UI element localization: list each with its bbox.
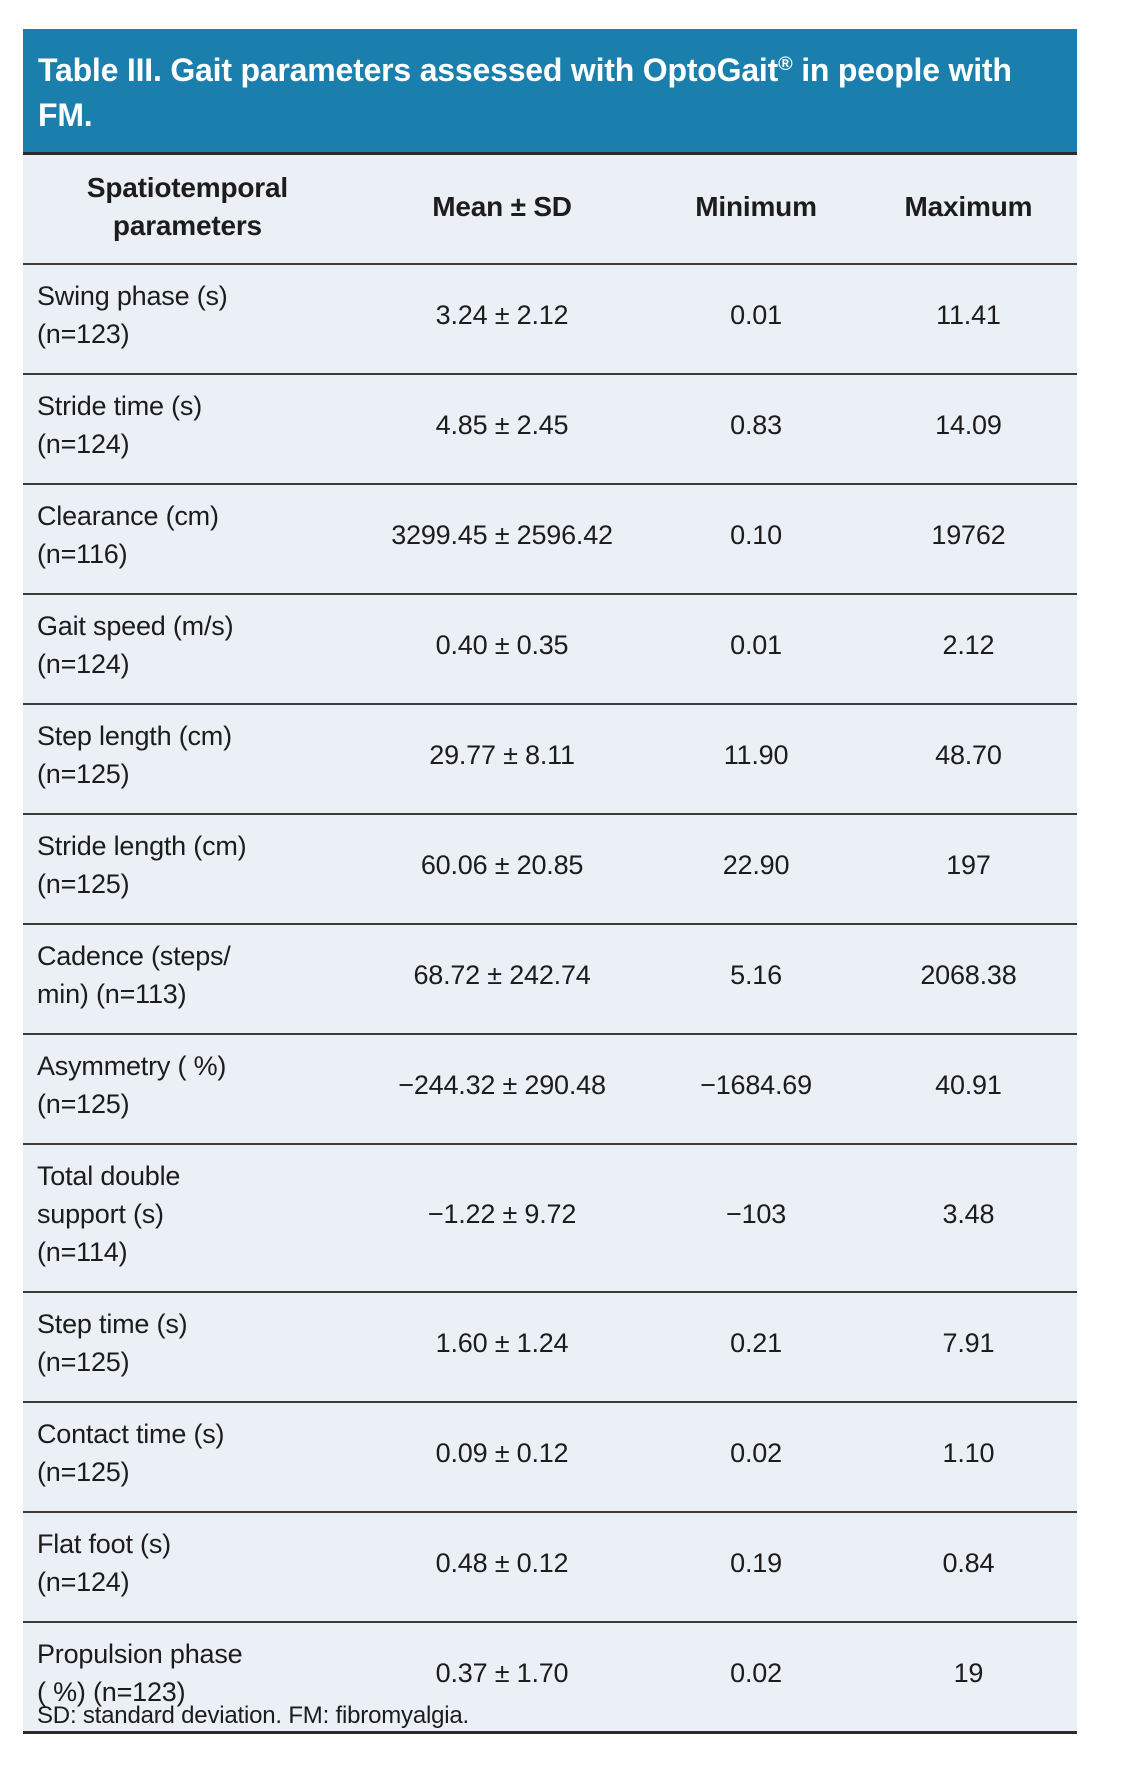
parameter-cell: Swing phase (s) (n=123) [23,263,352,374]
table-title-end: in people with FM. [38,52,1012,133]
table-row: Swing phase (s) (n=123) 3.24 ± 2.12 0.01… [23,263,1077,374]
parameter-cell: Step time (s) (n=125) [23,1291,352,1402]
mean-sd-cell: 68.72 ± 242.74 [351,923,653,1034]
column-header-spatiotemporal-parameters: Spatiotemporal parameters [86,172,288,241]
parameter-cell: Asymmetry ( %) (n=125) [23,1033,352,1144]
parameter-cell: Stride time (s) (n=124) [23,373,352,484]
maximum-cell: 1.10 [859,1401,1077,1512]
table-row: Cadence (steps/ min) (n=113) 68.72 ± 242… [23,923,1077,1034]
parameter-cell: Stride length (cm) (n=125) [23,813,352,924]
minimum-cell: 0.19 [652,1511,860,1622]
mean-sd-cell: 0.48 ± 0.12 [351,1511,653,1622]
parameter-cell: Step length (cm) (n=125) [23,703,352,814]
table-figure: Table III. Gait parameters assessed with… [23,29,1077,1734]
maximum-cell: 197 [859,813,1077,924]
parameter-cell: Total double support (s) (n=114) [23,1143,352,1292]
maximum-cell: 40.91 [859,1033,1077,1144]
mean-sd-cell: 0.40 ± 0.35 [351,593,653,704]
minimum-cell: 0.10 [652,483,860,594]
parameter-cell: Cadence (steps/ min) (n=113) [23,923,352,1034]
mean-sd-cell: −1.22 ± 9.72 [351,1143,653,1292]
parameter-cell: Propulsion phase ( %) (n=123) [23,1621,352,1733]
mean-sd-cell: 29.77 ± 8.11 [351,703,653,814]
maximum-cell: 0.84 [859,1511,1077,1622]
maximum-cell: 2.12 [859,593,1077,704]
table-row: Total double support (s) (n=114) −1.22 ±… [23,1143,1077,1292]
minimum-cell: 0.01 [652,593,860,704]
mean-sd-cell: 1.60 ± 1.24 [351,1291,653,1402]
mean-sd-cell: 0.09 ± 0.12 [351,1401,653,1512]
minimum-cell: 0.83 [652,373,860,484]
maximum-cell: 11.41 [859,263,1077,374]
parameter-cell: Flat foot (s) (n=124) [23,1511,352,1622]
parameter-cell: Clearance (cm) (n=116) [23,483,352,594]
maximum-cell: 7.91 [859,1291,1077,1402]
table-footnote: SD: standard deviation. FM: fibromyalgia… [37,1702,469,1729]
minimum-cell: 0.01 [652,263,860,374]
mean-sd-cell: −244.32 ± 290.48 [351,1033,653,1144]
mean-sd-cell: 0.37 ± 1.70 [351,1621,653,1733]
table-row: Propulsion phase ( %) (n=123) 0.37 ± 1.7… [23,1621,1077,1733]
minimum-cell: 0.21 [652,1291,860,1402]
registered-trademark-symbol: ® [778,53,793,75]
header-row: Spatiotemporal parameters Mean ± SD Mini… [23,155,1077,264]
minimum-cell: −1684.69 [652,1033,860,1144]
maximum-cell: 14.09 [859,373,1077,484]
table-row: Clearance (cm) (n=116) 3299.45 ± 2596.42… [23,483,1077,594]
minimum-cell: 0.02 [652,1621,860,1733]
table-row: Step length (cm) (n=125) 29.77 ± 8.11 11… [23,703,1077,814]
mean-sd-cell: 4.85 ± 2.45 [351,373,653,484]
table-body: Swing phase (s) (n=123) 3.24 ± 2.12 0.01… [23,263,1077,1733]
maximum-cell: 48.70 [859,703,1077,814]
parameter-cell: Gait speed (m/s) (n=124) [23,593,352,704]
minimum-cell: −103 [652,1143,860,1292]
table-title-bar: Table III. Gait parameters assessed with… [23,29,1077,155]
table-row: Flat foot (s) (n=124) 0.48 ± 0.12 0.19 0… [23,1511,1077,1622]
maximum-cell: 3.48 [859,1143,1077,1292]
mean-sd-cell: 60.06 ± 20.85 [351,813,653,924]
maximum-cell: 19 [859,1621,1077,1733]
maximum-cell: 19762 [859,483,1077,594]
table-row: Stride length (cm) (n=125) 60.06 ± 20.85… [23,813,1077,924]
table-row: Stride time (s) (n=124) 4.85 ± 2.45 0.83… [23,373,1077,484]
table-header: Spatiotemporal parameters Mean ± SD Mini… [23,155,1077,264]
column-header-maximum: Maximum [904,191,1033,222]
maximum-cell: 2068.38 [859,923,1077,1034]
gait-parameters-table: Spatiotemporal parameters Mean ± SD Mini… [23,155,1077,1734]
parameter-cell: Contact time (s) (n=125) [23,1401,352,1512]
table-row: Asymmetry ( %) (n=125) −244.32 ± 290.48 … [23,1033,1077,1144]
column-header-mean-sd: Mean ± SD [432,191,572,222]
table-row: Contact time (s) (n=125) 0.09 ± 0.12 0.0… [23,1401,1077,1512]
table-row: Step time (s) (n=125) 1.60 ± 1.24 0.21 7… [23,1291,1077,1402]
minimum-cell: 5.16 [652,923,860,1034]
column-header-minimum: Minimum [695,191,817,222]
table-title-main: Table III. Gait parameters assessed with… [38,52,779,88]
table-row: Gait speed (m/s) (n=124) 0.40 ± 0.35 0.0… [23,593,1077,704]
minimum-cell: 0.02 [652,1401,860,1512]
mean-sd-cell: 3299.45 ± 2596.42 [351,483,653,594]
minimum-cell: 22.90 [652,813,860,924]
minimum-cell: 11.90 [652,703,860,814]
mean-sd-cell: 3.24 ± 2.12 [351,263,653,374]
